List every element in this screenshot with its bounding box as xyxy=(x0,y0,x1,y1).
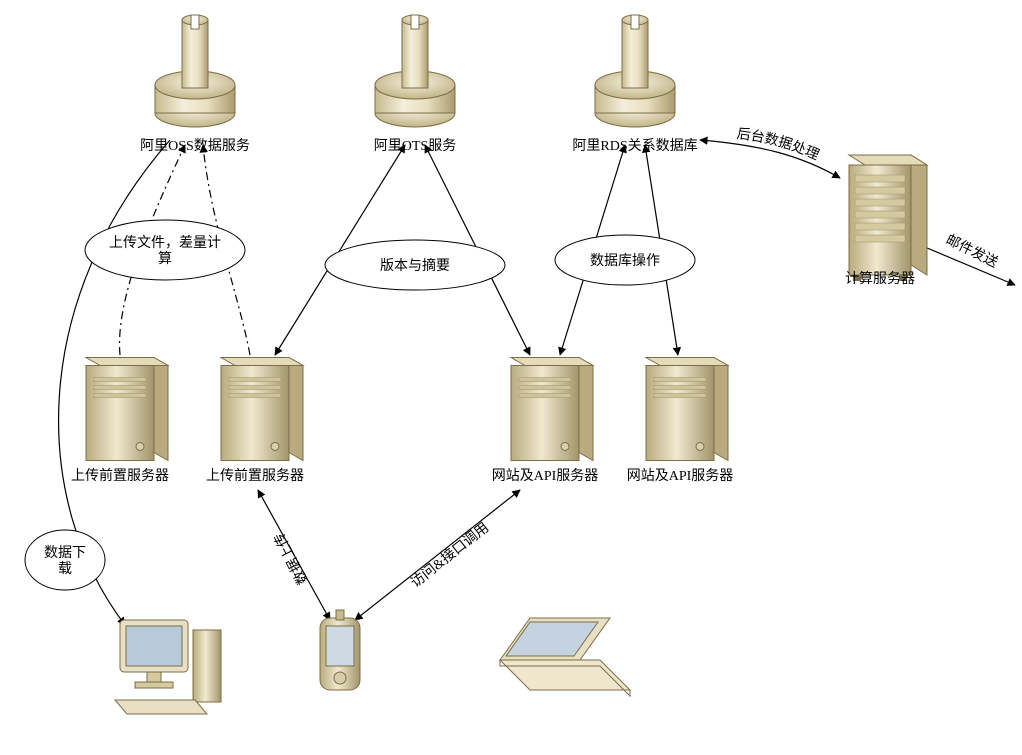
label-up2: 上传前置服务器 xyxy=(206,467,304,484)
node-calc xyxy=(849,155,927,281)
ellipse-text: 数据库操作 xyxy=(590,253,660,269)
ellipse-text: 载 xyxy=(58,561,72,577)
label-oss: 阿里OSS数据服务 xyxy=(140,138,250,154)
label-api1: 网站及API服务器 xyxy=(492,468,599,484)
node-phone xyxy=(320,610,360,690)
ellipse-e_version: 版本与摘要 xyxy=(325,240,505,290)
node-oss xyxy=(155,15,235,127)
label-rds: 阿里RDS关系数据库 xyxy=(572,138,697,154)
edge-label: 访问&接口调用 xyxy=(408,520,492,591)
label-ots: 阿里OTS服务 xyxy=(374,138,456,154)
node-up1 xyxy=(86,358,168,461)
ellipse-text: 上传文件，差量计 xyxy=(109,235,221,251)
node-pc xyxy=(115,620,221,714)
node-api1 xyxy=(511,358,593,461)
ellipse-text: 版本与摘要 xyxy=(380,257,450,274)
architecture-diagram: 上传文件，差量计算版本与摘要数据库操作数据下载 阿里OSS数据服务阿里OTS服务… xyxy=(0,0,1022,755)
node-ots xyxy=(375,15,455,127)
ellipse-text: 算 xyxy=(158,251,172,267)
edge-label: 后台数据处理 xyxy=(736,126,821,164)
ellipse-text: 数据下 xyxy=(44,545,86,561)
edge-label: 数据上传 xyxy=(272,530,312,587)
node-up2 xyxy=(221,358,303,461)
node-laptop xyxy=(500,618,630,696)
label-up1: 上传前置服务器 xyxy=(71,467,169,484)
edge xyxy=(355,490,520,620)
edge-label: 邮件发送 xyxy=(943,232,1000,271)
label-calc: 计算服务器 xyxy=(845,271,915,287)
node-api2 xyxy=(646,358,728,461)
ellipse-e_download: 数据下载 xyxy=(25,530,105,590)
ellipse-e_upload: 上传文件，差量计算 xyxy=(85,220,245,280)
ellipse-e_dbop: 数据库操作 xyxy=(555,235,695,285)
label-api2: 网站及API服务器 xyxy=(627,468,734,484)
node-rds xyxy=(595,15,675,127)
